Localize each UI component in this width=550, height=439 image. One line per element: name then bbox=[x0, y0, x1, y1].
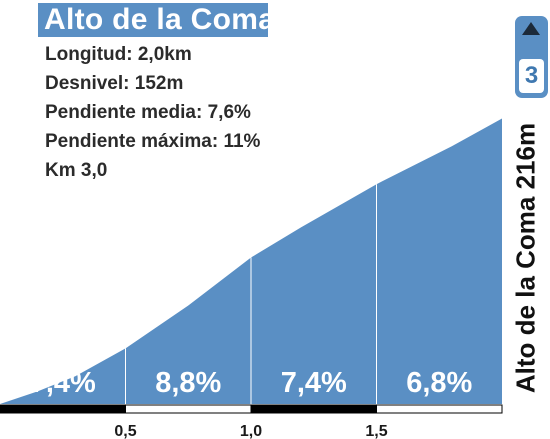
climb-number-badge: 3 bbox=[515, 16, 548, 98]
segment-grade-2: 8,8% bbox=[155, 367, 221, 399]
stat-pendiente-maxima: Pendiente máxima: 11% bbox=[45, 131, 261, 152]
climb-stats: Longitud: 2,0km Desnivel: 152m Pendiente… bbox=[45, 40, 260, 185]
x-tick-label-2: 1,0 bbox=[240, 423, 262, 439]
scale-bar-segment-3 bbox=[250, 404, 377, 414]
stat-desnivel: Desnivel: 152m bbox=[45, 73, 184, 94]
title-background bbox=[38, 3, 268, 37]
climb-number: 3 bbox=[524, 62, 539, 89]
scale-bar-segment-1 bbox=[0, 404, 126, 414]
segment-grade-4: 6,8% bbox=[406, 367, 472, 399]
badge-number-box: 3 bbox=[519, 59, 544, 93]
climb-title: Alto de la Coma bbox=[44, 3, 276, 36]
stat-longitud: Longitud: 2,0km bbox=[45, 44, 192, 65]
summit-label: Alto de la Coma 216m bbox=[510, 122, 541, 394]
x-tick-label-3: 1,5 bbox=[365, 423, 387, 439]
stat-pendiente-media: Pendiente media: 7,6% bbox=[45, 102, 251, 123]
scale-bar-segment-4 bbox=[376, 404, 503, 414]
scale-bar-segment-2 bbox=[125, 404, 252, 414]
stat-km: Km 3,0 bbox=[45, 160, 108, 181]
x-tick-label-1: 0,5 bbox=[114, 423, 136, 439]
triangle-up-icon bbox=[522, 22, 540, 35]
segment-grade-1: 7,4% bbox=[30, 367, 96, 399]
segment-grade-3: 7,4% bbox=[281, 367, 347, 399]
